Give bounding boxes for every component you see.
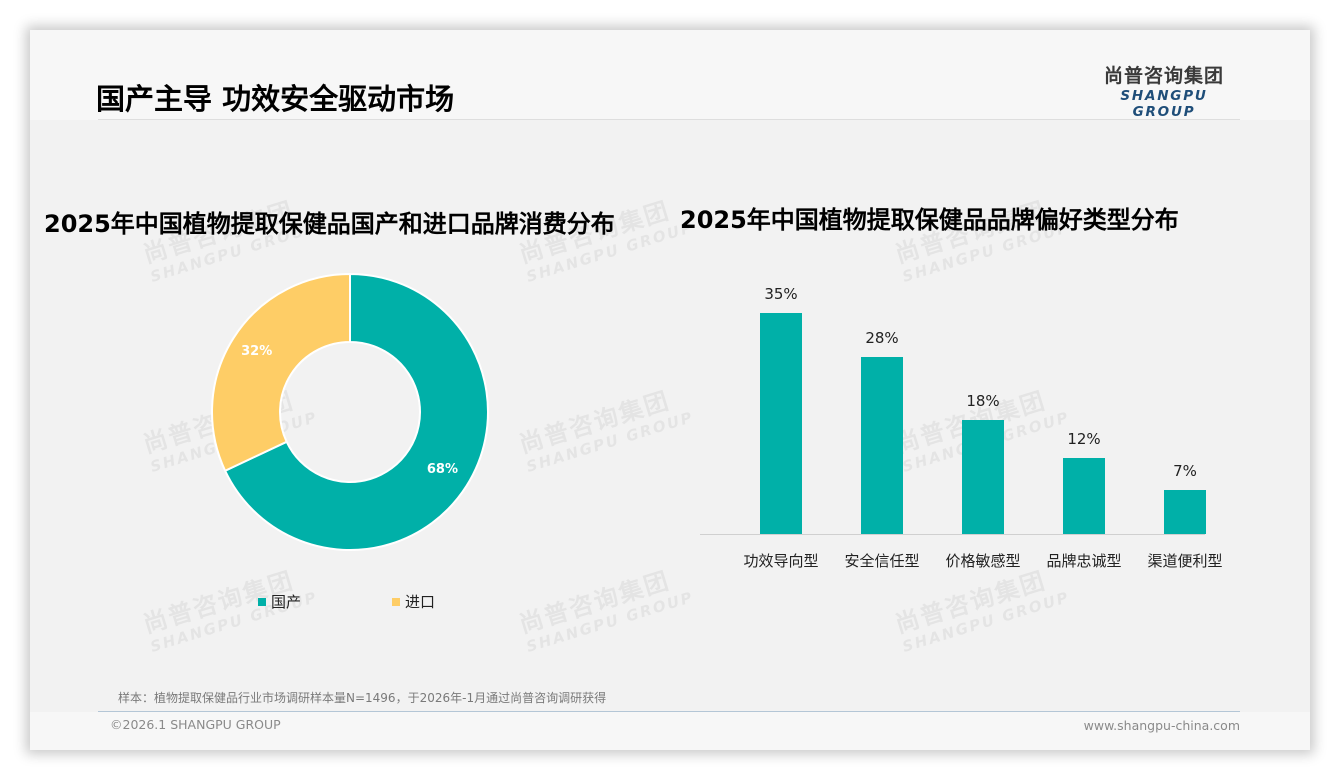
bar-category-label: 价格敏感型 [945,552,1021,570]
donut-label-imported: 32% [241,344,273,360]
legend-swatch-icon [258,597,266,606]
website-link[interactable]: www.shangpu-china.com [1083,718,1240,733]
header-band [30,30,1310,120]
bar [1164,490,1206,534]
page-title: 国产主导 功效安全驱动市场 [96,82,455,116]
bar-chart: 35% 功效导向型 28% 安全信任型 18% 价格敏感型 12% 品牌忠诚型 7% 渠道便利型 [700,285,1223,580]
legend-swatch-icon [392,597,400,606]
bar-value-label: 12% [1067,430,1101,448]
bar-chart-title: 2025年中国植物提取保健品品牌偏好类型分布 [680,206,1179,234]
footer-band [30,712,1310,750]
logo-english-text: SHANGPU GROUP [1120,88,1208,120]
company-logo: 尚普咨询集团 SHANGPU GROUP [1088,64,1240,120]
slide: 尚普咨询集团 SHANGPU GROUP 尚普咨询集团 SHANGPU GROUP … [30,30,1310,750]
bar-value-label: 28% [865,329,899,347]
bar [1063,458,1105,534]
donut-chart-graphic [211,272,489,551]
footer-divider [98,711,1240,712]
title-divider [98,119,1240,120]
legend-label: 国产 [271,593,302,611]
bar [962,420,1004,534]
donut-slice-domestic [223,272,489,551]
bar-category-label: 渠道便利型 [1147,552,1223,570]
bar-value-label: 35% [764,285,798,303]
legend-item-imported: 进口 [392,591,435,612]
bar-category-label: 功效导向型 [743,552,819,570]
donut-chart-title: 2025年中国植物提取保健品国产和进口品牌消费分布 [44,210,615,238]
bar [861,357,903,534]
legend-label: 进口 [405,593,436,611]
x-axis-line [700,534,1205,535]
legend-item-domestic: 国产 [258,591,301,612]
bar [760,313,802,534]
donut-label-domestic: 68% [426,461,458,477]
bar-category-label: 安全信任型 [844,552,920,570]
bar-value-label: 7% [1173,462,1197,480]
logo-chinese-text: 尚普咨询集团 [1103,65,1224,87]
copyright-text: ©2026.1 SHANGPU GROUP [110,717,281,732]
donut-slice-imported [211,272,351,473]
bar-category-label: 品牌忠诚型 [1046,552,1122,570]
bar-value-label: 18% [966,392,1000,410]
source-note: 样本：植物提取保健品行业市场调研样本量N=1496，于2026年-1月通过尚普咨… [118,691,607,705]
donut-chart: 68% 32% [210,272,490,552]
